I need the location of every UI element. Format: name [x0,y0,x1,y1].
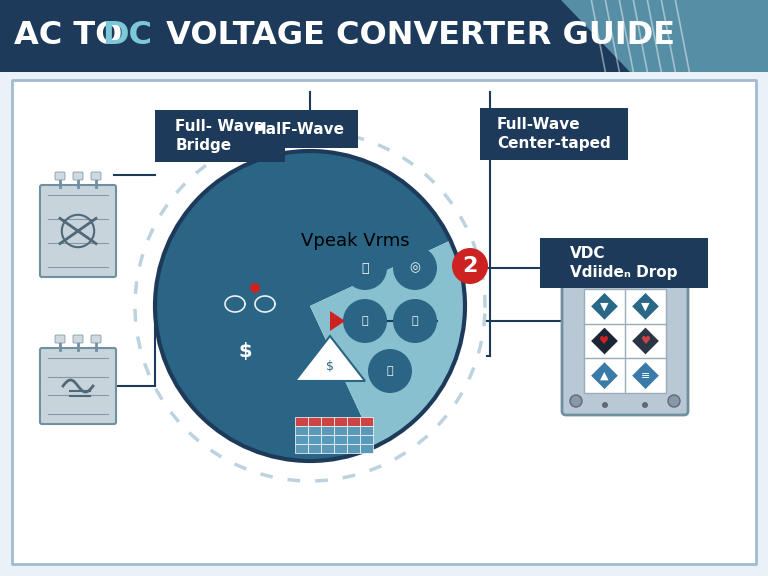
Bar [295,435,308,444]
Circle shape [602,402,608,408]
Text: ⬭: ⬭ [412,316,419,326]
Bar [480,108,628,160]
Wedge shape [310,241,465,446]
FancyBboxPatch shape [73,335,83,343]
Polygon shape [590,327,619,355]
Polygon shape [330,311,345,331]
Bar [0,0,768,72]
Polygon shape [561,0,768,72]
Text: ⬭: ⬭ [362,316,369,326]
Polygon shape [295,336,365,381]
Bar [347,426,360,435]
Circle shape [570,275,582,287]
Bar [308,444,321,453]
Circle shape [219,325,271,377]
Text: ⬭: ⬭ [361,262,369,275]
Text: AC TO: AC TO [14,21,134,51]
Circle shape [250,283,260,293]
Text: VDC
Vdiideₙ Drop: VDC Vdiideₙ Drop [571,246,677,280]
Bar [240,110,358,148]
Circle shape [368,349,412,393]
FancyBboxPatch shape [55,335,65,343]
Bar [321,426,334,435]
Circle shape [452,248,488,284]
Bar [360,435,373,444]
Text: ≡: ≡ [641,371,650,381]
Text: ◎: ◎ [409,262,420,275]
Bar [308,435,321,444]
Bar [347,435,360,444]
Circle shape [153,149,467,463]
Circle shape [642,402,648,408]
Bar [360,426,373,435]
Text: ⬭: ⬭ [386,366,393,376]
Circle shape [393,246,437,290]
Text: ▲: ▲ [601,371,609,381]
Text: ▼: ▼ [601,301,609,312]
Text: HalF-Wave: HalF-Wave [253,122,345,137]
FancyBboxPatch shape [584,289,666,393]
Bar [334,444,347,453]
Text: $: $ [326,359,334,373]
Polygon shape [590,292,619,321]
Text: 2: 2 [462,256,478,276]
Bar [321,417,334,426]
Circle shape [393,299,437,343]
FancyBboxPatch shape [562,267,688,415]
Circle shape [668,395,680,407]
Circle shape [343,246,387,290]
Bar [295,444,308,453]
Circle shape [668,275,680,287]
Text: Full- Wave
Bridge: Full- Wave Bridge [175,119,265,153]
FancyBboxPatch shape [91,172,101,180]
Bar [295,426,308,435]
Text: Vpeak Vrms: Vpeak Vrms [301,232,409,250]
Bar [360,417,373,426]
Bar [321,444,334,453]
Bar [334,426,347,435]
Bar [540,238,708,288]
FancyBboxPatch shape [40,185,116,277]
Wedge shape [155,151,451,461]
Bar [295,417,308,426]
Bar [308,426,321,435]
Bar [321,435,334,444]
Text: ▼: ▼ [641,301,650,312]
Text: VOLTAGE CONVERTER GUIDE: VOLTAGE CONVERTER GUIDE [155,21,675,51]
Bar [347,444,360,453]
Circle shape [343,299,387,343]
FancyBboxPatch shape [40,348,116,424]
Bar [334,417,347,426]
Text: $: $ [238,342,252,361]
Text: ♥: ♥ [600,336,610,346]
Bar [155,110,285,162]
Bar [308,417,321,426]
Circle shape [570,395,582,407]
Bar [360,444,373,453]
Text: DC: DC [103,21,153,51]
Bar [334,435,347,444]
Polygon shape [631,327,660,355]
Bar [347,417,360,426]
FancyBboxPatch shape [55,172,65,180]
Polygon shape [631,292,660,321]
FancyBboxPatch shape [73,172,83,180]
Text: Full-Wave
Center-taped: Full-Wave Center-taped [497,117,611,151]
Text: ♥: ♥ [641,336,650,346]
FancyBboxPatch shape [91,335,101,343]
Polygon shape [590,361,619,390]
Polygon shape [631,361,660,390]
Bar [12,80,756,564]
